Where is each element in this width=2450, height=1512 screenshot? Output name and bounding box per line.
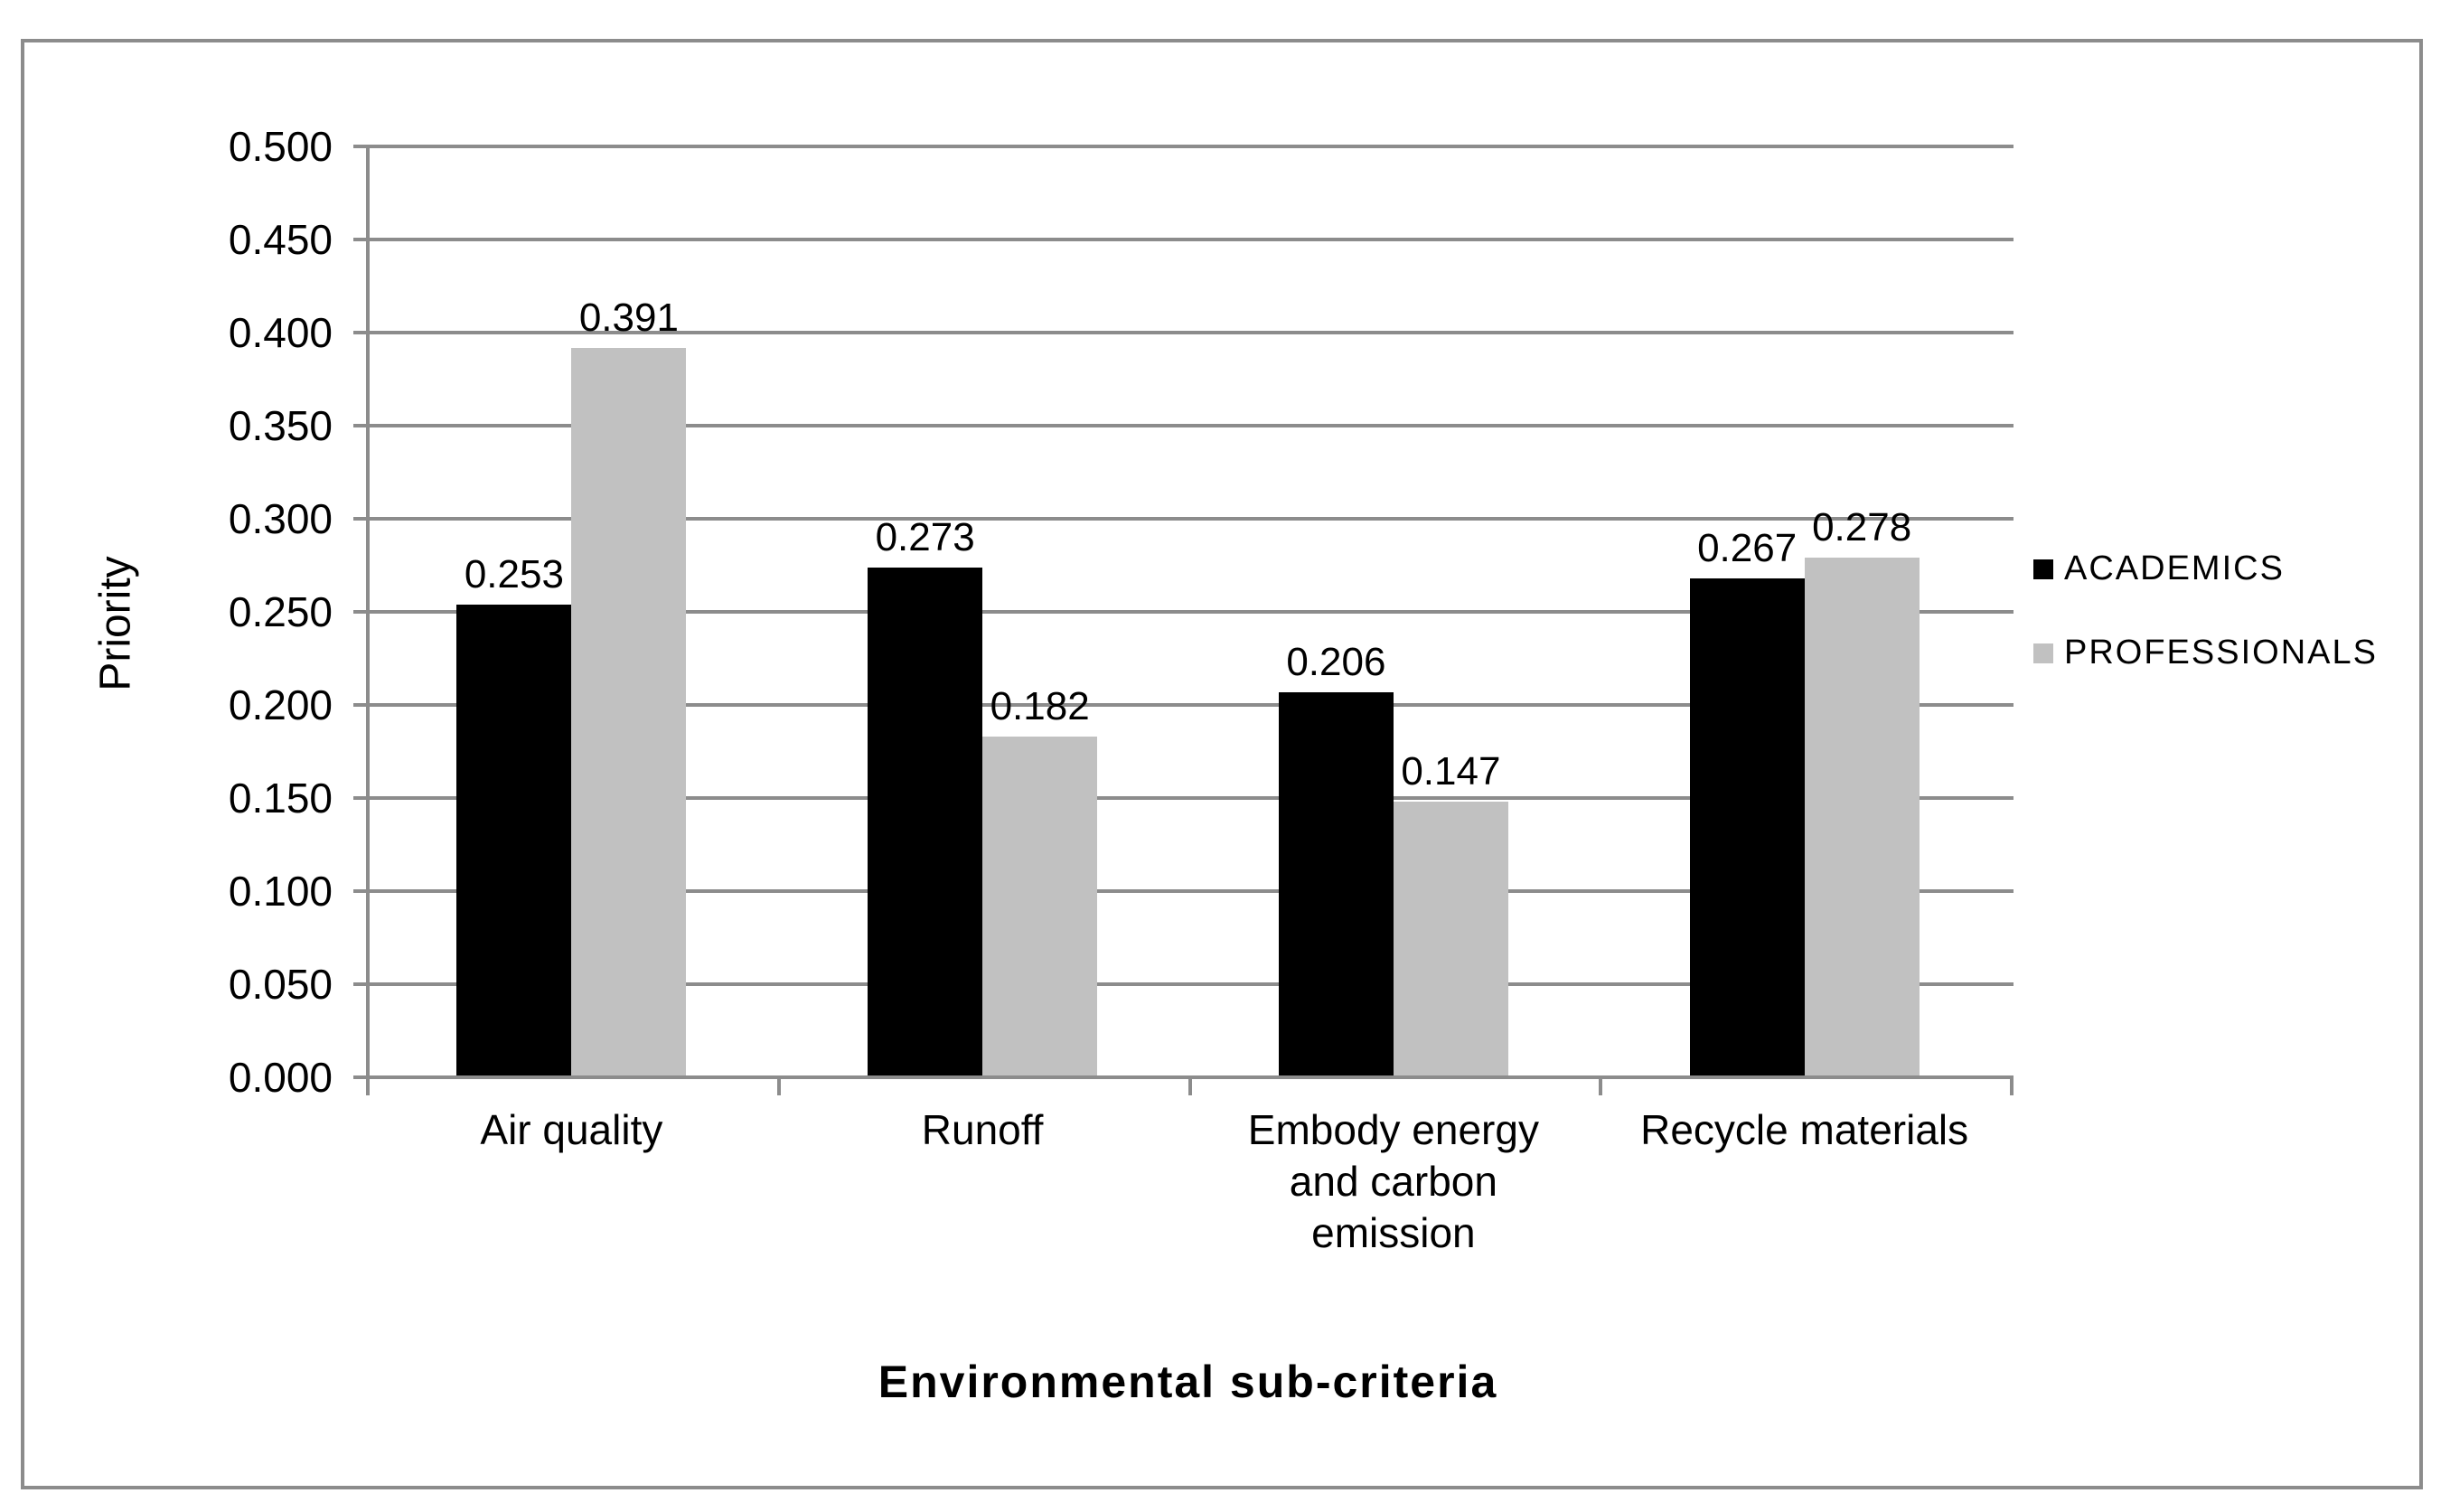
plot-area (366, 145, 2014, 1079)
bar-academics (456, 605, 572, 1075)
y-tick-mark (353, 982, 370, 986)
category-label-text: Runoff (921, 1106, 1044, 1153)
value-label: 0.278 (1812, 505, 1912, 549)
y-tick-mark (353, 1075, 370, 1079)
category-label: Recycle materials (1599, 1104, 2010, 1156)
category-label-text: Recycle materials (1640, 1106, 1969, 1153)
gridline (370, 889, 2014, 893)
category-label: Air quality (366, 1104, 777, 1156)
value-label: 0.253 (464, 552, 564, 596)
bar-academics (1689, 578, 1805, 1075)
legend: ACADEMICS PROFESSIONALS (2033, 549, 2378, 673)
gridline (370, 796, 2014, 800)
bar-academics (1278, 692, 1394, 1075)
category-label: Embody energy and carbon emission (1188, 1104, 1600, 1259)
y-tick-mark (353, 889, 370, 893)
chart-frame (21, 39, 2423, 1489)
legend-label: PROFESSIONALS (2064, 634, 2378, 671)
x-tick-mark (366, 1079, 370, 1095)
bar-academics (868, 568, 983, 1075)
y-tick-mark (353, 424, 370, 427)
gridline (370, 982, 2014, 986)
x-tick-mark (2010, 1079, 2014, 1095)
bar-professionals (982, 737, 1098, 1075)
x-axis-title: Environmental sub-criteria (878, 1357, 1498, 1407)
gridline (370, 424, 2014, 427)
x-tick-mark (1599, 1079, 1603, 1095)
y-tick-mark (353, 145, 370, 148)
y-tick-label: 0.150 (228, 775, 333, 822)
gridline (370, 517, 2014, 521)
value-label: 0.147 (1401, 749, 1501, 794)
y-tick-label: 0.100 (228, 868, 333, 915)
y-tick-mark (353, 796, 370, 800)
y-tick-mark (353, 610, 370, 614)
value-label: 0.273 (875, 515, 975, 559)
y-tick-mark (353, 238, 370, 241)
gridline (370, 145, 2014, 148)
legend-item: ACADEMICS (2033, 549, 2378, 589)
y-tick-mark (353, 703, 370, 707)
legend-label: ACADEMICS (2064, 549, 2285, 587)
legend-swatch (2033, 643, 2053, 663)
gridline (370, 238, 2014, 241)
legend-swatch (2033, 559, 2053, 579)
y-tick-label: 0.450 (228, 216, 333, 263)
y-tick-label: 0.500 (228, 123, 333, 170)
gridline (370, 703, 2014, 707)
y-tick-label: 0.300 (228, 495, 333, 542)
y-tick-label: 0.050 (228, 961, 333, 1008)
y-tick-label: 0.000 (228, 1054, 333, 1101)
y-tick-label: 0.350 (228, 402, 333, 449)
legend-item: PROFESSIONALS (2033, 633, 2378, 673)
x-tick-mark (776, 1079, 781, 1095)
x-tick-mark (1187, 1079, 1192, 1095)
bar-professionals (1804, 558, 1920, 1075)
y-tick-mark (353, 517, 370, 521)
y-tick-label: 0.400 (228, 309, 333, 356)
y-tick-label: 0.250 (228, 588, 333, 635)
category-label-text: Embody energy and carbon emission (1247, 1106, 1539, 1256)
category-label: Runoff (777, 1104, 1188, 1156)
y-tick-mark (353, 331, 370, 334)
value-label: 0.391 (578, 296, 679, 340)
bar-professionals (571, 348, 687, 1075)
bar-professionals (1393, 802, 1508, 1075)
y-tick-label: 0.200 (228, 681, 333, 728)
value-label: 0.206 (1286, 640, 1386, 684)
gridline (370, 610, 2014, 614)
gridline (370, 331, 2014, 334)
value-label: 0.182 (990, 684, 1090, 728)
category-label-text: Air quality (480, 1106, 663, 1153)
value-label: 0.267 (1697, 526, 1798, 570)
